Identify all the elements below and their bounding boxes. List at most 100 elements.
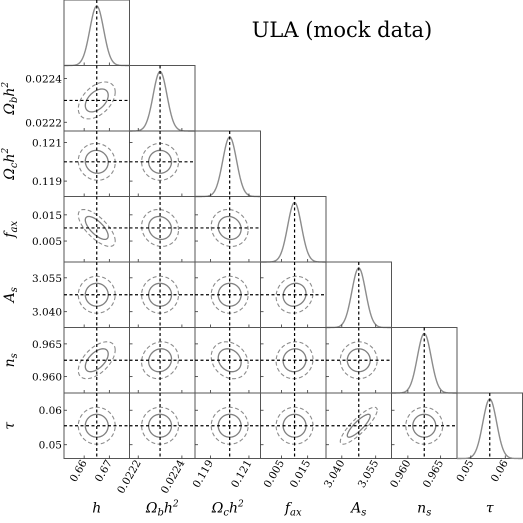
panel-fax-ns [260, 327, 327, 394]
contour-95 [77, 142, 116, 181]
contour-95 [77, 81, 116, 120]
y-tick-label-tau: 0.06 [39, 405, 63, 417]
contour-95 [210, 341, 249, 380]
contour-68 [84, 413, 109, 438]
y-tick-label-omc: 0.119 [32, 176, 62, 188]
y-tick-label-tau: 0.05 [39, 440, 62, 452]
contour-68 [346, 348, 371, 373]
panel-ns-ns [391, 327, 458, 394]
axis-label-ns: ns [417, 501, 431, 519]
contour-95 [339, 406, 378, 445]
axis-label-omb: Ωbh2 [1, 82, 20, 116]
contour-68 [282, 282, 307, 307]
panel-ns-tau [391, 392, 458, 459]
axis-label-fax: fax [2, 220, 20, 238]
panel-omc-tau [194, 392, 261, 459]
panel-omc-As [194, 261, 261, 328]
panel-omb-fax [129, 196, 196, 263]
axis-label-omb: Ωbh2 [145, 500, 179, 519]
y-tick-label-omb: 0.0224 [25, 74, 62, 86]
panel-grid [63, 0, 523, 460]
axis-label-omc: Ωch2 [1, 147, 20, 180]
contour-68 [147, 215, 173, 241]
y-tick-label-As: 3.040 [32, 307, 62, 319]
panel-fax-tau [260, 392, 327, 459]
panel-frame [260, 196, 327, 263]
axis-label-omc: Ωch2 [211, 500, 244, 519]
x-tick-label-omb: 0.0224 [159, 458, 188, 496]
axis-label-ns: ns [2, 353, 20, 367]
panel-h-As [63, 261, 130, 328]
axis-label-As: As [2, 287, 20, 304]
panel-As-tau [325, 392, 392, 459]
panel-fax-fax [260, 196, 327, 263]
panel-frame [129, 196, 196, 263]
contour-68 [217, 215, 242, 241]
y-tick-label-fax: 0.015 [32, 210, 62, 222]
panel-h-fax [63, 196, 130, 263]
x-tick-label-ns: 0.965 [421, 458, 446, 490]
panel-tau-tau [456, 392, 523, 460]
contour-68 [346, 413, 371, 438]
chart-title: ULA (mock data) [252, 18, 433, 42]
panel-As-ns [325, 327, 392, 394]
x-tick-label-omc: 0.119 [191, 458, 216, 490]
y-tick-label-omb: 0.0222 [25, 117, 62, 129]
marginal-curve [260, 201, 326, 263]
panel-omb-As [129, 261, 196, 328]
axis-label-fax: fax [284, 501, 302, 519]
panel-h-omb [63, 65, 130, 132]
contour-95 [141, 208, 180, 247]
contour-95 [77, 341, 116, 380]
x-tick-label-ns: 0.960 [388, 458, 413, 490]
x-tick-label-tau: 0.06 [489, 458, 511, 485]
x-tick-label-As: 3.040 [322, 458, 347, 490]
contour-95 [77, 208, 116, 247]
panel-omc-fax [194, 196, 261, 263]
panel-omb-omb [129, 65, 196, 132]
panel-frame [129, 130, 196, 197]
panel-h-omc [63, 130, 130, 197]
panel-frame [194, 196, 261, 263]
contour-68 [84, 215, 109, 241]
y-tick-label-omc: 0.121 [32, 138, 62, 150]
contour-68 [84, 88, 109, 113]
marginal-curve [195, 136, 261, 198]
contour-68 [147, 348, 173, 373]
panel-omb-omc [129, 130, 196, 197]
y-tick-label-As: 3.055 [32, 273, 62, 285]
x-tick-label-tau: 0.05 [454, 458, 476, 484]
contour-95 [210, 208, 249, 247]
panel-omb-ns [129, 327, 196, 394]
panel-omc-ns [194, 327, 261, 394]
panel-h-tau [63, 392, 130, 459]
panel-h-ns [63, 327, 130, 394]
x-tick-label-omc: 0.121 [229, 458, 254, 490]
panel-omb-tau [129, 392, 196, 459]
contour-68 [84, 282, 109, 307]
panel-omc-omc [194, 130, 261, 198]
axis-label-tau: τ [2, 422, 18, 430]
y-tick-label-ns: 0.960 [32, 372, 62, 384]
contour-68 [217, 348, 242, 373]
x-tick-label-h: 0.67 [93, 458, 115, 484]
contour-68 [84, 149, 109, 174]
axis-label-tau: τ [486, 501, 494, 517]
x-tick-label-fax: 0.015 [288, 458, 313, 490]
axis-label-As: As [349, 501, 366, 519]
axis-labels: 0.66 0.67 h 0.0222 0.0224 Ωbh2 0.119 0.121 Ωch2 0… [1, 74, 511, 519]
panel-As-As [325, 261, 392, 329]
panel-h-h [63, 0, 130, 67]
axis-label-h: h [92, 501, 101, 517]
y-tick-label-ns: 0.965 [32, 339, 62, 351]
x-tick-label-omb: 0.0222 [115, 458, 144, 496]
x-tick-label-h: 0.66 [68, 458, 90, 485]
panel-fax-As [260, 261, 327, 328]
marginal-curve [129, 70, 195, 132]
y-tick-label-fax: 0.005 [32, 236, 62, 248]
x-tick-label-fax: 0.005 [262, 458, 287, 490]
x-tick-label-As: 3.055 [356, 458, 381, 490]
contour-68 [84, 348, 109, 373]
contour-68 [412, 413, 437, 438]
